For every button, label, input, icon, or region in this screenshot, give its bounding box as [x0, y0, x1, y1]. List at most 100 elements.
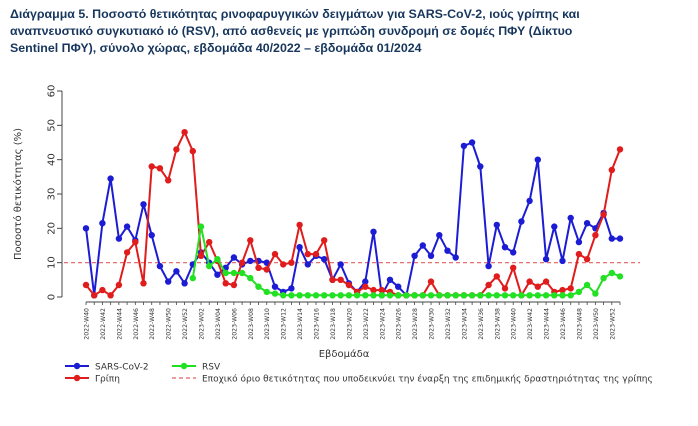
data-point	[567, 285, 574, 292]
data-point	[353, 292, 361, 299]
y-axis-label: Ποσοστό θετικότητας (%)	[12, 128, 24, 260]
data-point	[485, 281, 492, 289]
data-point	[189, 147, 196, 155]
legend-item-sars: SARS-CoV-2	[65, 363, 149, 373]
data-point	[288, 285, 295, 292]
data-point	[575, 238, 583, 246]
data-point	[230, 269, 238, 277]
title-line-2: αναπνευστικό συγκυτιακό ιό (RSV), από ασ…	[10, 24, 573, 38]
data-point	[247, 237, 254, 244]
x-tick-label: 2023-W24	[379, 308, 386, 340]
data-point	[526, 197, 533, 205]
data-point	[616, 235, 624, 242]
data-point	[345, 281, 353, 289]
data-point	[173, 268, 180, 275]
x-tick-label: 2023-W34	[461, 308, 468, 340]
x-tick-label: 2023-W52	[609, 308, 616, 340]
data-point	[115, 235, 123, 242]
data-point	[222, 280, 229, 287]
data-point	[337, 276, 344, 283]
data-point	[197, 252, 205, 259]
x-tick-label: 2023-W26	[396, 308, 403, 340]
data-point	[345, 292, 353, 299]
data-point	[616, 273, 624, 280]
x-tick-label: 2022-W40	[84, 308, 91, 340]
chart-title: Διάγραμμα 5. Ποσοστό θετικότητας ρινοφαρ…	[10, 6, 690, 57]
data-point	[427, 278, 435, 285]
data-point	[132, 238, 139, 246]
title-line-3: Sentinel ΠΦΥ), σύνολο χώρας, εβδομάδα 40…	[10, 41, 422, 55]
x-tick-label: 2023-W32	[445, 308, 452, 340]
data-point	[321, 237, 328, 244]
data-point	[616, 146, 624, 153]
series-layer	[82, 129, 624, 299]
data-point	[493, 292, 500, 299]
data-point	[214, 271, 221, 278]
data-point	[501, 292, 509, 299]
data-point	[534, 283, 541, 290]
y-tick-label: 40	[47, 153, 58, 166]
legend: SARS-CoV-2 Γρίπη RSV Εποχικό όριο θετικό…	[65, 363, 653, 385]
data-point	[608, 235, 615, 242]
data-point	[477, 292, 484, 299]
data-point	[271, 283, 279, 290]
x-axis: 2022-W40 2022-W42 2022-W44 2022-W46 2022-W48…	[84, 301, 621, 340]
data-point	[148, 163, 155, 170]
data-point	[444, 247, 451, 254]
data-point	[123, 223, 131, 230]
data-point	[427, 292, 435, 299]
data-point	[419, 292, 426, 299]
data-point	[230, 254, 238, 261]
data-point	[518, 218, 525, 225]
data-point	[329, 276, 336, 283]
y-tick-label: 0	[47, 294, 58, 300]
data-point	[583, 220, 591, 227]
data-point	[140, 280, 147, 287]
data-point	[370, 286, 377, 294]
x-tick-label: 2023-W16	[314, 308, 321, 340]
data-point	[370, 228, 377, 235]
x-tick-label: 2023-W18	[330, 308, 337, 340]
data-point	[583, 256, 591, 263]
data-point	[156, 262, 164, 270]
data-point	[247, 257, 254, 265]
data-point	[485, 292, 492, 299]
x-tick-label: 2022-W46	[133, 308, 140, 340]
x-tick-label: 2023-W12	[281, 308, 288, 340]
data-point	[419, 242, 426, 249]
data-point	[91, 292, 98, 299]
data-point	[477, 163, 484, 170]
data-point	[427, 252, 435, 259]
data-point	[263, 259, 270, 266]
x-tick-label: 2023-W50	[593, 308, 600, 340]
data-point	[189, 274, 196, 282]
x-tick-label: 2023-W30	[429, 308, 436, 340]
legend-label-rsv: RSV	[202, 363, 221, 373]
data-point	[460, 142, 468, 150]
data-point	[526, 292, 533, 299]
x-tick-label: 2023-W42	[527, 308, 534, 340]
y-tick-label: 50	[47, 119, 58, 132]
data-point	[82, 225, 90, 232]
data-point	[378, 286, 385, 294]
x-tick-label: 2023-W36	[478, 308, 485, 340]
data-point	[165, 278, 172, 285]
data-point	[551, 223, 558, 230]
data-point	[296, 244, 303, 251]
data-point	[255, 264, 262, 271]
data-point	[107, 292, 114, 299]
data-point	[468, 292, 476, 299]
data-point	[378, 292, 385, 299]
data-point	[214, 256, 221, 263]
x-tick-label: 2022-W52	[182, 308, 189, 340]
data-point	[329, 292, 336, 299]
title-line-1: Διάγραμμα 5. Ποσοστό θετικότητας ρινοφαρ…	[10, 7, 580, 21]
data-point	[501, 285, 509, 292]
data-point	[165, 177, 172, 184]
data-point	[542, 292, 550, 299]
x-tick-label: 2023-W38	[494, 308, 501, 340]
x-tick-label: 2023-W22	[363, 308, 370, 340]
data-point	[518, 292, 525, 299]
series-line	[85, 141, 620, 297]
data-point	[510, 292, 517, 299]
